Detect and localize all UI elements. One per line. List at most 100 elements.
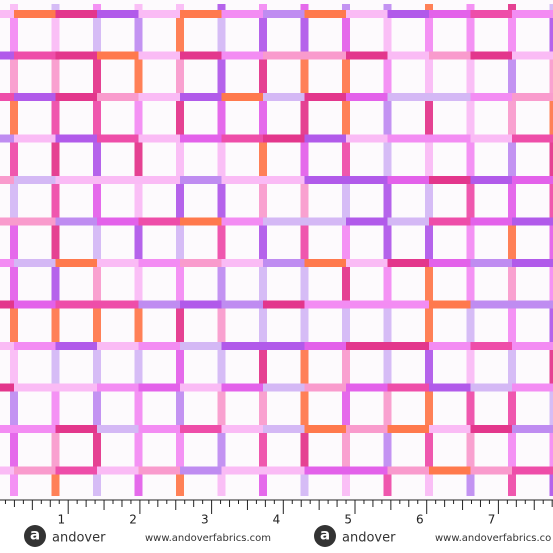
weave-stripe <box>425 225 433 259</box>
weave-stripe <box>221 466 263 475</box>
weave-stripe <box>300 184 309 218</box>
weave-stripe <box>221 259 263 267</box>
weave-stripe <box>512 425 553 433</box>
weave-stripe <box>429 466 471 475</box>
weave-stripe <box>51 350 60 384</box>
weave-stripe <box>512 10 553 18</box>
weave-stripe <box>466 4 475 10</box>
weave-stripe <box>93 142 101 176</box>
weave-stripe <box>470 466 512 475</box>
weave-stripe <box>549 18 553 52</box>
weave-stripe <box>342 267 350 301</box>
weave-stripe <box>466 267 475 301</box>
weave-stripe <box>263 466 305 475</box>
weave-stripe <box>263 425 305 433</box>
ruler-label: 7 <box>488 513 496 527</box>
weave-stripe <box>263 259 305 267</box>
weave-stripe <box>180 259 222 267</box>
weave-stripe <box>14 134 56 143</box>
weave-stripe <box>429 217 471 226</box>
weave-stripe <box>466 142 475 176</box>
weave-stripe <box>466 101 475 135</box>
weave-stripe <box>51 433 60 467</box>
weave-stripe <box>134 267 143 301</box>
weave-stripe <box>470 176 512 184</box>
weave-stripe <box>259 391 267 425</box>
weave-stripe <box>180 217 222 226</box>
weave-stripe <box>55 10 97 18</box>
weave-stripe <box>10 433 18 467</box>
weave-stripe <box>221 134 263 143</box>
weave-stripe <box>10 4 18 10</box>
weave-stripe <box>425 18 433 52</box>
weave-stripe <box>97 342 139 350</box>
weave-stripe <box>429 134 471 143</box>
plaid-pattern <box>0 4 553 496</box>
weave-stripe <box>304 342 346 350</box>
weave-stripe <box>300 474 309 496</box>
weave-stripe <box>14 383 56 392</box>
weave-stripe <box>549 267 553 301</box>
weave-stripe <box>304 217 346 226</box>
weave-stripe <box>387 93 429 101</box>
weave-stripe <box>342 18 350 52</box>
weave-stripe <box>14 93 56 101</box>
logo-letter: a <box>30 526 40 544</box>
weave-stripe <box>263 342 305 350</box>
weave-stripe <box>300 391 309 425</box>
weave-stripe <box>304 93 346 101</box>
weave-stripe <box>10 142 18 176</box>
weave-stripe <box>549 101 553 135</box>
weave-stripe <box>387 217 429 226</box>
weave-stripe <box>466 308 475 342</box>
weave-stripe <box>383 225 392 259</box>
weave-stripe <box>180 342 222 350</box>
weave-stripe <box>512 134 553 143</box>
weave-stripe <box>304 134 346 143</box>
weave-stripe <box>470 300 512 309</box>
weave-stripe <box>508 101 516 135</box>
weave-stripe <box>138 342 180 350</box>
weave-stripe <box>342 350 350 384</box>
weave-stripe <box>466 391 475 425</box>
weave-stripe <box>217 308 226 342</box>
weave-stripe <box>387 259 429 267</box>
weave-stripe <box>55 134 97 143</box>
weave-stripe <box>383 391 392 425</box>
weave-stripe <box>470 93 512 101</box>
weave-stripe <box>0 134 14 143</box>
weave-stripe <box>0 383 14 392</box>
weave-stripe <box>383 101 392 135</box>
weave-stripe <box>14 425 56 433</box>
weave-stripe <box>508 142 516 176</box>
weave-stripe <box>263 217 305 226</box>
ruler-label: 3 <box>201 513 209 527</box>
weave-stripe <box>549 391 553 425</box>
weave-stripe <box>512 300 553 309</box>
weave-stripe <box>93 101 101 135</box>
weave-stripe <box>383 59 392 93</box>
weave-stripe <box>304 176 346 184</box>
weave-stripe <box>55 176 97 184</box>
weave-stripe <box>346 259 388 267</box>
weave-stripe <box>304 51 346 60</box>
weave-stripe <box>180 383 222 392</box>
weave-stripe <box>346 383 388 392</box>
weave-stripe <box>512 342 553 350</box>
weave-stripe <box>93 225 101 259</box>
weave-stripe <box>217 225 226 259</box>
logo-letter: a <box>320 526 330 544</box>
weave-stripe <box>300 350 309 384</box>
logo <box>314 525 336 547</box>
weave-stripe <box>383 433 392 467</box>
weave-stripe <box>466 433 475 467</box>
weave-stripe <box>217 391 226 425</box>
weave-stripe <box>55 51 97 60</box>
weave-stripe <box>138 300 180 309</box>
weave-stripe <box>10 474 18 496</box>
weave-stripe <box>387 342 429 350</box>
weave-stripe <box>97 93 139 101</box>
weave-stripe <box>55 425 97 433</box>
weave-stripe <box>176 142 184 176</box>
weave-stripe <box>180 134 222 143</box>
